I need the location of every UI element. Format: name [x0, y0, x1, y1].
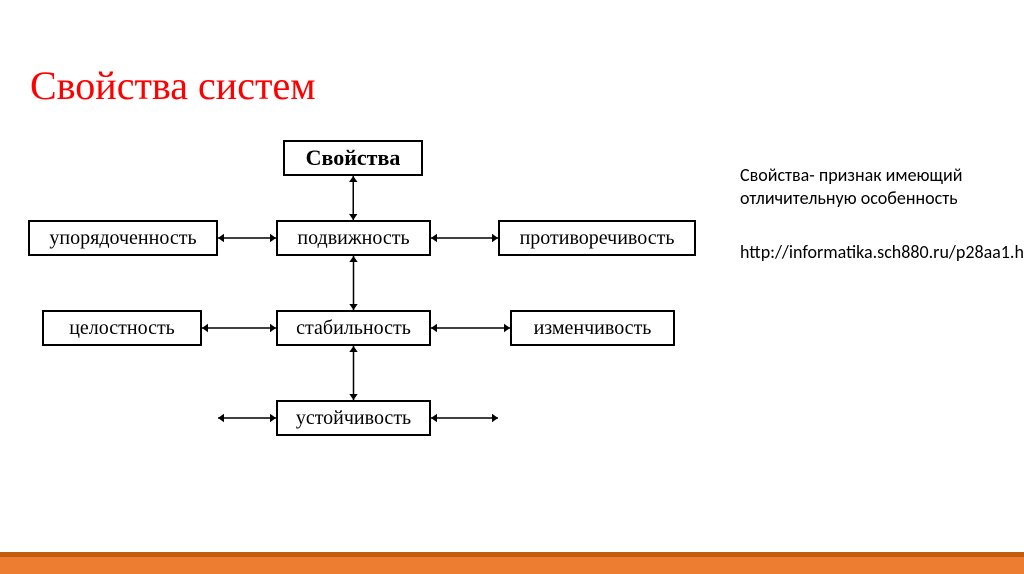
- definition-text: Свойства- признак имеющий отличительную …: [740, 164, 990, 211]
- slide-page: Свойства систем Свойства упорядоченность п…: [0, 0, 1024, 574]
- node-ustoich: устойчивость: [276, 400, 431, 436]
- page-title: Свойства систем: [30, 62, 316, 109]
- sidebar: Свойства- признак имеющий отличительную …: [740, 164, 990, 294]
- node-tselost: целостность: [42, 310, 202, 346]
- node-protivor: противоречивость: [498, 220, 696, 256]
- node-podvizh: подвижность: [276, 220, 431, 256]
- node-root: Свойства: [283, 140, 423, 176]
- properties-diagram: Свойства упорядоченность подвижность против…: [20, 130, 720, 490]
- footer-bar: [0, 552, 1024, 574]
- node-izmen: изменчивость: [510, 310, 675, 346]
- node-uporyad: упорядоченность: [28, 220, 218, 256]
- node-stabil: стабильность: [276, 310, 431, 346]
- source-url: http://informatika.sch880.ru/p28aa1.html: [740, 241, 990, 264]
- footer-main: [0, 557, 1024, 574]
